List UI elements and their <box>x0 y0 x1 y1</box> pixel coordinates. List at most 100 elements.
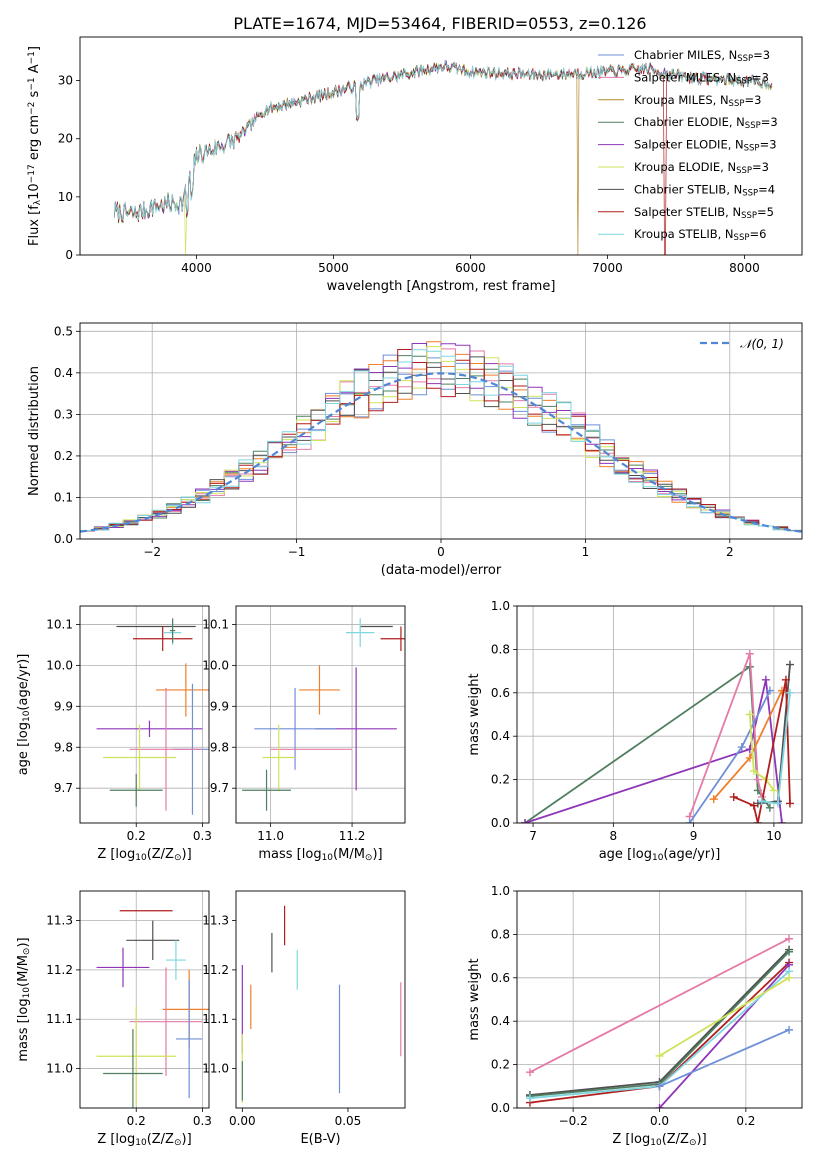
legend-eq: =4 <box>758 182 775 196</box>
x-tick-label: −1 <box>288 545 306 559</box>
x-axis-label-part: (Z/Z <box>147 1132 174 1147</box>
x-axis-label-part: mass [log <box>258 847 321 862</box>
x-axis-label: wavelength [Angstrom, rest frame] <box>327 279 556 294</box>
y-axis-label: mass weight <box>467 958 482 1040</box>
legend-name: Salpeter STELIB, N <box>634 205 741 219</box>
axes-frame <box>516 890 803 1109</box>
weight-marker <box>685 819 694 823</box>
legend-sub: SSP <box>729 99 745 109</box>
y-tick-label: 1.0 <box>491 599 510 613</box>
x-axis-label-part: 10 <box>135 1138 147 1148</box>
y-axis-label-part: (M/M <box>16 955 31 987</box>
x-axis-label: Z [log10(Z/Z⊙)] <box>612 1132 706 1148</box>
x-tick-label: 8 <box>610 829 618 843</box>
plot-area <box>113 59 773 255</box>
x-tick-label: 6000 <box>455 261 486 275</box>
x-axis-label-part: 10 <box>652 853 664 863</box>
x-tick-label: 0.2 <box>736 1114 755 1128</box>
legend-sub: SSP <box>736 166 752 176</box>
y-tick-label: 9.9 <box>54 699 73 713</box>
weight-series-line <box>659 977 790 1057</box>
legend-entry: Chabrier STELIB, NSSP=4 <box>634 182 775 198</box>
y-tick-label: 9.8 <box>54 740 73 754</box>
x-tick-label: 10 <box>766 829 781 843</box>
x-axis-label-part: (age/yr)] <box>663 847 720 862</box>
y-axis-label-part: λ <box>33 199 43 205</box>
x-axis-label-part: ⊙ <box>174 1138 182 1148</box>
x-axis-label-part: ⊙ <box>365 853 373 863</box>
legend-entry: Chabrier MILES, NSSP=3 <box>634 48 770 64</box>
y-tick-label: 0.2 <box>491 773 510 787</box>
age_vs_mass-chart: 11.0 11.2 9.7 9.8 9.9 10.0 10.1 mass [log10(M/M… <box>202 605 406 863</box>
x-axis-label: Z [log10(Z/Z⊙)] <box>97 1132 191 1148</box>
weight-marker <box>785 799 794 808</box>
x-axis-label: age [log10(age/yr)] <box>599 847 721 863</box>
weight-marker <box>749 801 758 810</box>
x-tick-label: 11.0 <box>257 829 284 843</box>
x-axis-label-part: 10 <box>650 1138 662 1148</box>
legend-eq: =3 <box>761 115 778 129</box>
weight-marker <box>655 1104 664 1108</box>
x-axis-label-part: (M/M <box>333 847 365 862</box>
weight-marker <box>655 1082 664 1091</box>
x-axis-label: mass [log10(M/M⊙)] <box>258 847 382 863</box>
y-tick-label: 0.6 <box>491 686 510 700</box>
y-axis-label: mass [log10(M/M⊙)] <box>16 937 32 1061</box>
y-tick-label: 9.7 <box>54 781 73 795</box>
x-axis-label-part: Z [log <box>97 1132 135 1147</box>
x-tick-label: 8000 <box>729 261 760 275</box>
legend-sub: SSP <box>742 189 758 199</box>
legend-sub: SSP <box>744 144 760 154</box>
weight-marker <box>765 803 774 812</box>
x-axis-label-part: age [log <box>599 847 652 862</box>
x-tick-label: 0.3 <box>193 829 212 843</box>
x-axis-label-part: ⊙ <box>689 1138 697 1148</box>
normal-curve <box>80 372 802 533</box>
weight-marker <box>753 819 762 823</box>
legend-entry: 𝒩(0, 1) <box>740 337 784 351</box>
legend-eq: =6 <box>749 227 766 241</box>
y-tick-label: 9.9 <box>210 699 229 713</box>
x-tick-label: 0.0 <box>650 1114 669 1128</box>
weight-marker <box>749 766 758 775</box>
legend-eq: =3 <box>744 93 761 107</box>
legend-sub: SSP <box>741 211 757 221</box>
y-axis-label-part: −2 <box>27 102 37 115</box>
y-tick-label: 9.7 <box>210 781 229 795</box>
legend-entry: Salpeter STELIB, NSSP=5 <box>634 205 774 221</box>
residuals-legend: 𝒩(0, 1) <box>700 337 784 351</box>
x-tick-label: 0.3 <box>193 1114 212 1128</box>
weight-marker <box>709 795 718 804</box>
y-tick-label: 11.0 <box>46 1062 73 1076</box>
x-tick-label: 1 <box>582 545 590 559</box>
weight-marker <box>785 947 794 956</box>
y-axis-label-part: mass [log <box>16 998 31 1061</box>
weight-marker <box>729 792 738 801</box>
axes-frame <box>516 605 803 824</box>
x-axis-label-part: 10 <box>322 853 334 863</box>
weight-marker <box>757 797 766 806</box>
y-axis-label-part: s <box>27 90 42 101</box>
axes-frame <box>235 605 406 824</box>
residuals-chart: −2 −1 0 1 2 0.0 0.1 0.2 0.3 0.4 0.5 (data-model)/er… <box>27 322 803 578</box>
legend-entry: Kroupa STELIB, NSSP=6 <box>634 227 766 243</box>
y-axis-label: age [log10(age/yr)] <box>16 654 32 776</box>
weight-marker <box>785 973 794 982</box>
axes-frame <box>79 322 803 540</box>
plot-area <box>96 618 209 815</box>
weight-marker <box>781 675 790 684</box>
axes-frame <box>79 36 803 256</box>
y-axis-label-part: 10 <box>27 183 42 200</box>
y-axis-label-part: 10 <box>22 710 32 722</box>
weight-marker <box>785 688 794 697</box>
weight-marker <box>753 775 762 784</box>
plot-area <box>242 618 405 811</box>
spectrum-chart: 4000 5000 6000 7000 8000 0 10 20 30 wavelength [A… <box>27 36 803 294</box>
figure-title: PLATE=1674, MJD=53464, FIBERID=0553, z=0… <box>233 14 646 33</box>
plot-area <box>80 341 802 533</box>
x-tick-label: 5000 <box>318 261 349 275</box>
x-axis-label-part: Z [log <box>97 847 135 862</box>
legend-name: Kroupa ELODIE, N <box>634 160 736 174</box>
legend-sub: SSP <box>734 233 750 243</box>
